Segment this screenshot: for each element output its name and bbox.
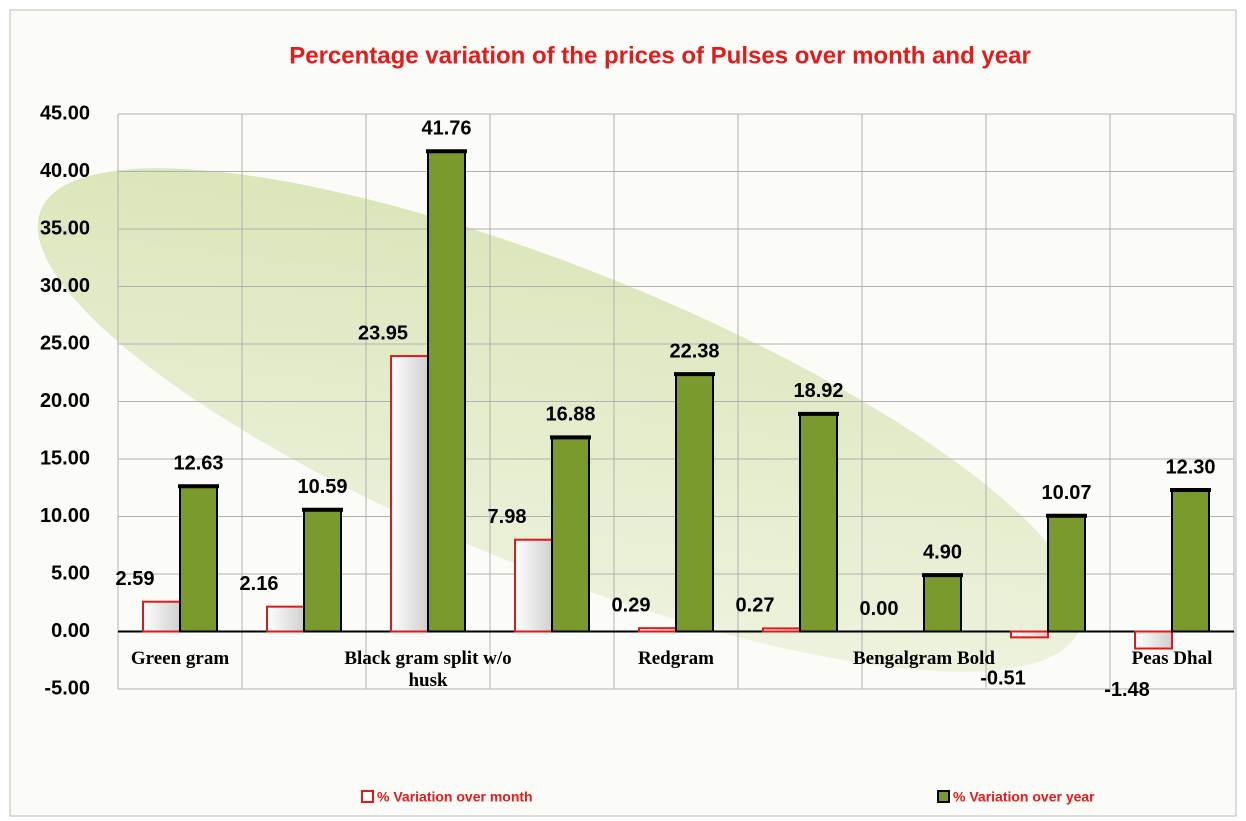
bar bbox=[923, 574, 962, 633]
value-label: 2.59 bbox=[116, 568, 155, 590]
bar bbox=[762, 627, 801, 633]
value-label: 22.38 bbox=[669, 340, 719, 362]
value-label: 16.88 bbox=[545, 404, 595, 426]
y-tick-label: 45.00 bbox=[40, 102, 90, 124]
bar bbox=[390, 355, 429, 633]
y-tick-label: -5.00 bbox=[44, 677, 90, 699]
bar bbox=[1171, 489, 1210, 633]
y-tick-label: 25.00 bbox=[40, 332, 90, 354]
value-label: 2.16 bbox=[240, 573, 279, 595]
y-tick-label: 0.00 bbox=[51, 620, 90, 642]
legend-marker bbox=[361, 790, 374, 803]
value-label: 4.90 bbox=[923, 541, 962, 563]
x-tick-label: Black gram split w/o husk bbox=[344, 647, 512, 691]
y-tick-label: 35.00 bbox=[40, 217, 90, 239]
bar bbox=[179, 485, 218, 633]
value-label: 10.07 bbox=[1041, 482, 1091, 504]
value-label: 12.30 bbox=[1165, 456, 1215, 478]
bar bbox=[1047, 514, 1086, 633]
y-tick-label: 10.00 bbox=[40, 505, 90, 527]
bar bbox=[1010, 630, 1049, 639]
x-tick-label: Redgram bbox=[638, 647, 714, 669]
legend-label: % Variation over month bbox=[377, 789, 533, 805]
value-label: 18.92 bbox=[793, 380, 843, 402]
x-tick-label: Green gram bbox=[130, 647, 230, 669]
value-label: 0.00 bbox=[860, 598, 899, 620]
y-tick-label: 30.00 bbox=[40, 275, 90, 297]
y-tick-label: 5.00 bbox=[51, 562, 90, 584]
bar bbox=[514, 538, 553, 633]
y-tick-label: 15.00 bbox=[40, 447, 90, 469]
legend-label: % Variation over year bbox=[953, 789, 1095, 805]
bar bbox=[266, 605, 305, 633]
y-tick-label: 40.00 bbox=[40, 160, 90, 182]
value-label: 10.59 bbox=[297, 476, 347, 498]
x-tick-label: Peas Dhal bbox=[1131, 647, 1213, 669]
value-label: 41.76 bbox=[421, 118, 471, 140]
bar bbox=[675, 373, 714, 633]
bar bbox=[799, 412, 838, 633]
value-label: 12.63 bbox=[173, 453, 223, 475]
bar bbox=[427, 150, 466, 633]
value-label: -1.48 bbox=[1104, 679, 1150, 701]
chart-title: Percentage variation of the prices of Pu… bbox=[289, 42, 1031, 69]
bar bbox=[551, 436, 590, 633]
value-label: 7.98 bbox=[488, 506, 527, 528]
bar bbox=[1134, 630, 1173, 650]
bar bbox=[303, 508, 342, 633]
value-label: -0.51 bbox=[980, 668, 1026, 690]
bar bbox=[142, 600, 181, 633]
value-label: 23.95 bbox=[358, 322, 408, 344]
value-label: 0.29 bbox=[612, 594, 651, 616]
legend-marker bbox=[937, 790, 950, 803]
y-tick-label: 20.00 bbox=[40, 390, 90, 412]
x-tick-label: Bengalgram Bold bbox=[853, 647, 995, 669]
value-label: 0.27 bbox=[736, 595, 775, 617]
bar bbox=[638, 627, 677, 633]
